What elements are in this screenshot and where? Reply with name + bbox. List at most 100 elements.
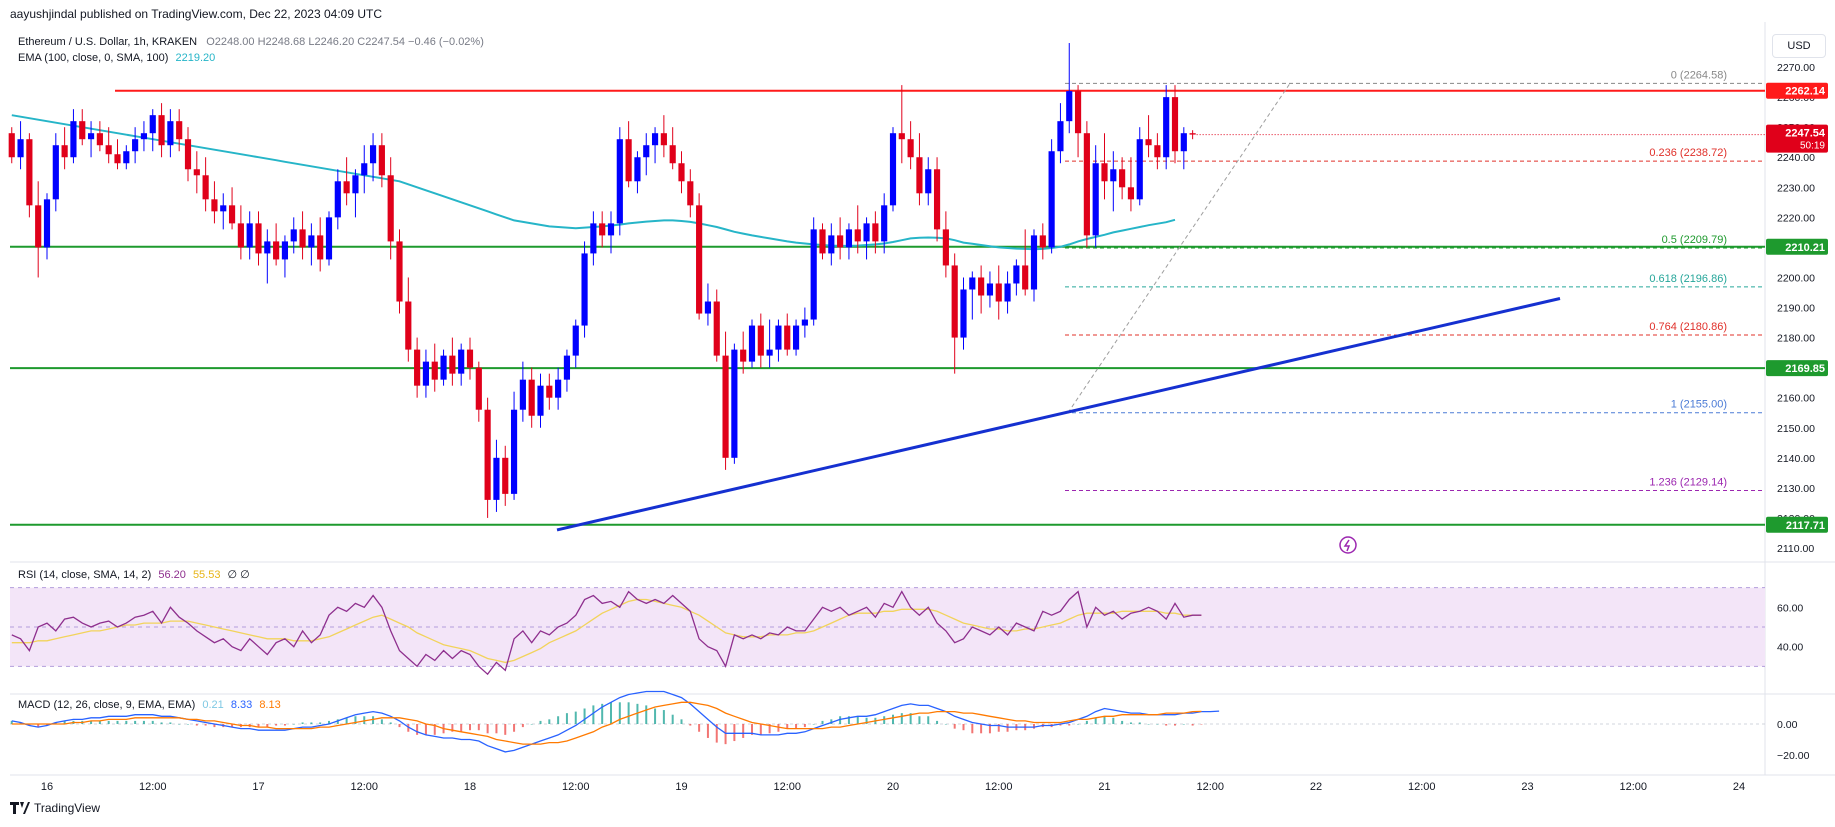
candle-body — [79, 121, 86, 140]
candle-body — [220, 205, 227, 212]
candle-body — [1004, 283, 1011, 302]
macd-histogram-bar — [988, 724, 991, 734]
candle-body — [493, 457, 500, 500]
time-tick-label: 12:00 — [773, 781, 801, 793]
candle-body — [87, 133, 95, 140]
macd-histogram-bar — [733, 724, 736, 742]
candle-body — [466, 349, 474, 368]
candle-body — [167, 121, 174, 146]
macd-histogram-bar — [354, 716, 357, 724]
fib-level-label: 1 (2155.00) — [1671, 399, 1727, 411]
macd-histogram-bar — [636, 703, 639, 724]
rsi-band — [10, 587, 1765, 667]
time-tick-label: 12:00 — [1196, 781, 1224, 793]
candle-body — [1110, 169, 1117, 182]
candle-body — [978, 277, 985, 296]
candle-body — [414, 349, 421, 386]
candle-body — [616, 139, 623, 224]
macd-histogram-bar — [759, 724, 762, 735]
candle-body — [1074, 91, 1082, 134]
macd-histogram-bar — [160, 722, 163, 724]
candle-body — [176, 121, 183, 140]
candle-body — [281, 241, 289, 260]
macd-histogram-bar — [1077, 724, 1080, 725]
rsi-tick-label: 40.00 — [1777, 642, 1803, 654]
fib-level-label: 1.236 (2129.14) — [1649, 476, 1727, 488]
candle-body — [740, 349, 747, 362]
macd-histogram-bar — [1059, 724, 1062, 726]
macd-histogram-bar — [689, 724, 692, 726]
macd-histogram-bar — [645, 705, 648, 724]
time-tick-label: 22 — [1310, 781, 1322, 793]
macd-tick-label: 0.00 — [1777, 719, 1798, 731]
macd-histogram-bar — [266, 724, 269, 728]
macd-histogram-bar — [301, 722, 304, 724]
macd-histogram-bar — [856, 716, 859, 724]
macd-histogram-bar — [724, 724, 727, 745]
candle-body — [193, 169, 200, 176]
candle-body — [1163, 97, 1170, 158]
candle-body — [1145, 139, 1152, 146]
candle-body — [1127, 187, 1135, 200]
candle-body — [334, 181, 341, 218]
macd-histogram-bar — [548, 719, 551, 724]
candle-body — [237, 223, 244, 248]
candle-body — [378, 145, 385, 176]
candle-body — [211, 199, 218, 212]
macd-histogram-bar — [742, 724, 745, 738]
price-tick-label: 2190.00 — [1777, 303, 1815, 315]
candle-body — [748, 325, 756, 362]
fib-level-label: 0.764 (2180.86) — [1649, 321, 1727, 333]
macd-histogram-bar — [865, 717, 868, 724]
candle-body — [1066, 91, 1073, 122]
currency-button[interactable]: USD — [1772, 34, 1826, 58]
macd-line — [11, 690, 1220, 753]
candle-body — [1048, 151, 1055, 248]
macd-histogram-bar — [795, 724, 798, 729]
rsi-tick-label: 60.00 — [1777, 602, 1803, 614]
candle-body — [1083, 133, 1090, 236]
macd-histogram-bar — [830, 719, 833, 724]
macd-histogram-bar — [90, 720, 93, 724]
macd-label: MACD (12, 26, close, 9, EMA, EMA) — [18, 699, 196, 711]
macd-signal-line — [11, 701, 1202, 745]
macd-legend: MACD (12, 26, close, 9, EMA, EMA) 0.21 8… — [18, 699, 281, 711]
price-level-tag — [1766, 238, 1828, 255]
candle-body — [1057, 121, 1064, 152]
time-tick-label: 24 — [1733, 781, 1745, 793]
macd-histogram-bar — [336, 719, 339, 724]
macd-histogram-bar — [125, 720, 128, 724]
macd-hist-value: 0.21 — [202, 699, 224, 711]
candle-body — [828, 235, 835, 254]
macd-histogram-bar — [1174, 724, 1176, 726]
candle-body — [343, 181, 350, 194]
candle-body — [132, 139, 139, 152]
candle-body — [325, 217, 333, 260]
last-price-label: 2247.54 — [1785, 128, 1826, 140]
candle-body — [1154, 145, 1161, 158]
candle-body — [422, 361, 430, 386]
macd-histogram-bar — [1129, 722, 1132, 724]
macd-histogram-bar — [195, 724, 198, 726]
macd-histogram-bar — [451, 724, 454, 732]
candles — [8, 43, 1196, 518]
macd-histogram-bar — [319, 722, 322, 724]
price-tick-label: 2130.00 — [1777, 483, 1815, 495]
tradingview-logo[interactable]: TradingView — [10, 801, 100, 815]
candle-body — [149, 115, 156, 134]
rsi-value: 56.20 — [158, 569, 186, 581]
rsi-legend: RSI (14, close, SMA, 14, 2) 56.20 55.53 … — [18, 568, 250, 581]
candle-body — [916, 157, 923, 194]
candle-body — [114, 154, 121, 164]
macd-histogram-bar — [627, 702, 630, 724]
macd-histogram-bar — [46, 724, 48, 726]
candle-body — [889, 133, 897, 206]
candle-body — [872, 223, 879, 242]
candle-body — [228, 205, 236, 224]
macd-histogram-bar — [416, 724, 419, 735]
candle-body — [722, 355, 729, 458]
macd-histogram-bar — [98, 720, 101, 724]
trendline — [556, 297, 1561, 532]
macd-histogram-bar — [1147, 724, 1150, 725]
